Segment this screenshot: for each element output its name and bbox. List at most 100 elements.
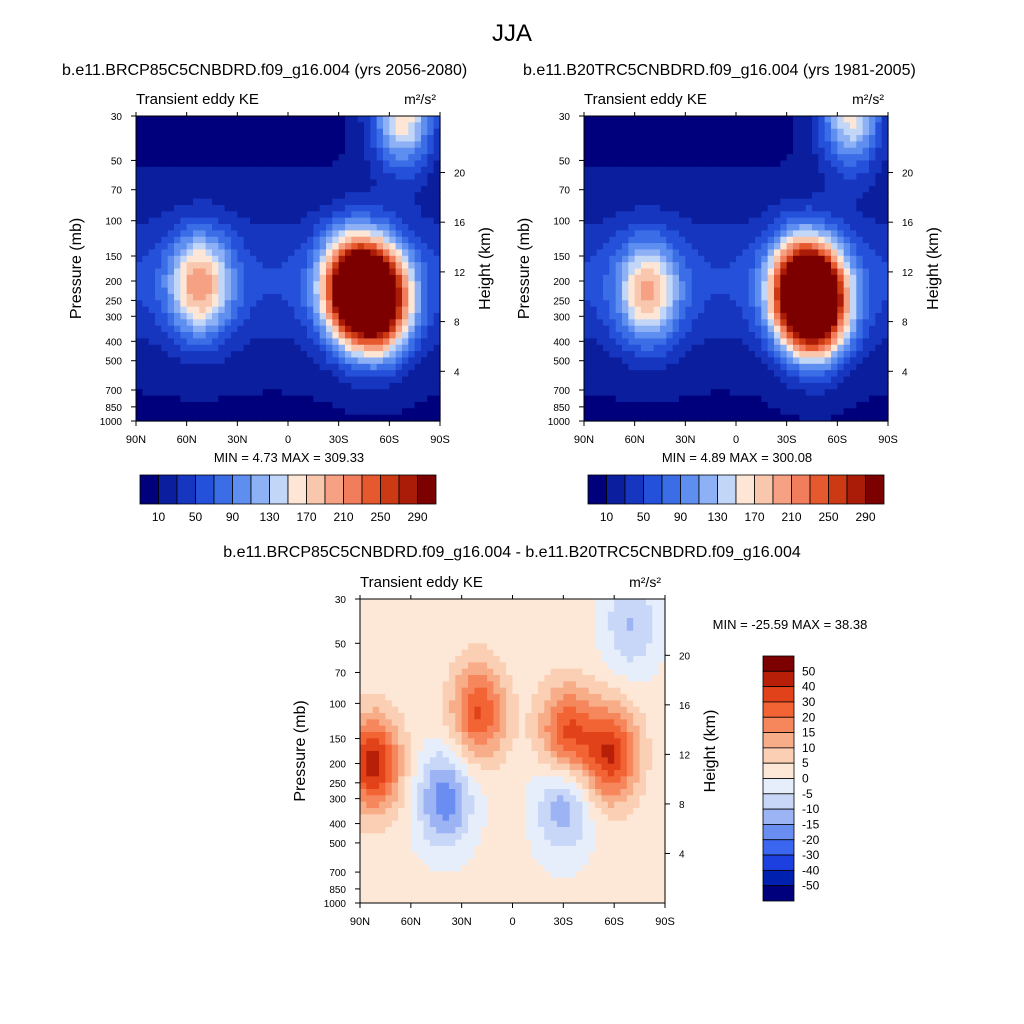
heatmap-cell <box>837 351 845 359</box>
heatmap-cell <box>288 382 295 390</box>
heatmap-cell <box>622 389 629 397</box>
heatmap-cell <box>345 319 352 327</box>
heatmap-cell <box>250 414 257 422</box>
heatmap-cell <box>351 363 359 371</box>
heatmap-cell <box>786 122 794 130</box>
heatmap-cell <box>628 179 636 187</box>
heatmap-cell <box>869 408 876 416</box>
heatmap-cell <box>698 211 705 219</box>
heatmap-cell <box>180 351 188 359</box>
heatmap-cell <box>199 154 207 162</box>
heatmap-cell <box>319 268 327 276</box>
heatmap-cell <box>717 147 724 155</box>
heatmap-cell <box>742 281 750 289</box>
heatmap-cell <box>338 363 346 371</box>
heatmap-cell <box>805 306 813 314</box>
heatmap-cell <box>723 287 731 295</box>
heatmap-cell <box>812 128 819 136</box>
heatmap-cell <box>850 236 857 244</box>
heatmap-cell <box>767 344 775 352</box>
heatmap-cell <box>307 351 314 359</box>
heatmap-cell <box>761 395 769 403</box>
heatmap-cell <box>376 319 384 327</box>
heatmap-cell <box>774 173 781 181</box>
heatmap-cell <box>288 179 295 187</box>
heatmap-cell <box>596 128 604 136</box>
heatmap-cell <box>748 166 756 174</box>
heatmap-cell <box>379 687 387 695</box>
heatmap-cell <box>148 166 156 174</box>
heatmap-cell <box>395 179 403 187</box>
heatmap-cell <box>366 637 374 644</box>
heatmap-cell <box>364 147 371 155</box>
colorbar-swatch <box>735 474 755 505</box>
heatmap-cell <box>383 179 390 187</box>
heatmap-cell <box>383 154 390 162</box>
heatmap-cell <box>736 243 743 251</box>
heatmap-cell <box>408 287 416 295</box>
heatmap-cell <box>345 363 352 371</box>
heatmap-cell <box>717 166 724 174</box>
heatmap-cell <box>881 395 889 403</box>
heatmap-cell <box>748 274 756 282</box>
heatmap-cell <box>357 147 365 155</box>
heatmap-cell <box>148 382 156 390</box>
heatmap-cell <box>818 122 826 130</box>
heatmap-cell <box>186 243 194 251</box>
heatmap-cell <box>142 395 150 403</box>
heatmap-cell <box>281 185 289 193</box>
heatmap-cell <box>319 281 327 289</box>
heatmap-cell <box>421 249 428 257</box>
heatmap-cell <box>370 363 378 371</box>
heatmap-cell <box>780 293 788 301</box>
heatmap-cell <box>212 389 219 397</box>
heatmap-cell <box>685 389 693 397</box>
heatmap-cell <box>862 179 870 187</box>
heatmap-cell <box>345 408 352 416</box>
heatmap-cell <box>653 211 661 219</box>
heatmap-cell <box>717 141 724 149</box>
heatmap-cell <box>148 173 156 181</box>
heatmap-cell <box>774 198 781 206</box>
colorbar-swatch <box>661 474 681 505</box>
colorbar-label: 130 <box>259 510 279 524</box>
heatmap-cell <box>748 179 756 187</box>
heatmap-cell <box>167 179 175 187</box>
heatmap-cell <box>275 166 283 174</box>
heatmap-cell <box>609 224 617 231</box>
heatmap-cell <box>850 351 857 359</box>
heatmap-cell <box>231 306 238 314</box>
heatmap-cell <box>736 141 743 149</box>
heatmap-cell <box>660 198 667 206</box>
heatmap-cell <box>780 357 788 365</box>
heatmap-cell <box>313 204 321 212</box>
heatmap-cell <box>256 408 264 416</box>
heatmap-cell <box>717 173 724 181</box>
heatmap-cell <box>824 116 832 123</box>
heatmap-cell <box>155 224 162 231</box>
heatmap-cell <box>843 185 851 193</box>
heatmap-cell <box>685 293 693 301</box>
heatmap-cell <box>360 649 367 657</box>
heatmap-cell <box>180 370 188 378</box>
heatmap-cell <box>628 351 636 359</box>
heatmap-cell <box>698 141 705 149</box>
heatmap-cell <box>300 224 308 231</box>
heatmap-cell <box>376 262 384 270</box>
heatmap-cell <box>786 128 794 136</box>
heatmap-cell <box>698 357 705 365</box>
heatmap-cell <box>345 376 352 384</box>
heatmap-cell <box>199 370 207 378</box>
heatmap-cell <box>379 700 387 708</box>
heatmap-cell <box>615 122 623 130</box>
heatmap-cell <box>218 128 226 136</box>
heatmap-cell <box>338 351 346 359</box>
heatmap-cell <box>212 116 219 123</box>
heatmap-cell <box>366 801 374 809</box>
heatmap-cell <box>837 243 845 251</box>
heatmap-cell <box>875 122 883 130</box>
heatmap-cell <box>615 344 623 352</box>
heatmap-cell <box>875 230 883 238</box>
heatmap-cell <box>672 306 680 314</box>
heatmap-cell <box>256 281 264 289</box>
